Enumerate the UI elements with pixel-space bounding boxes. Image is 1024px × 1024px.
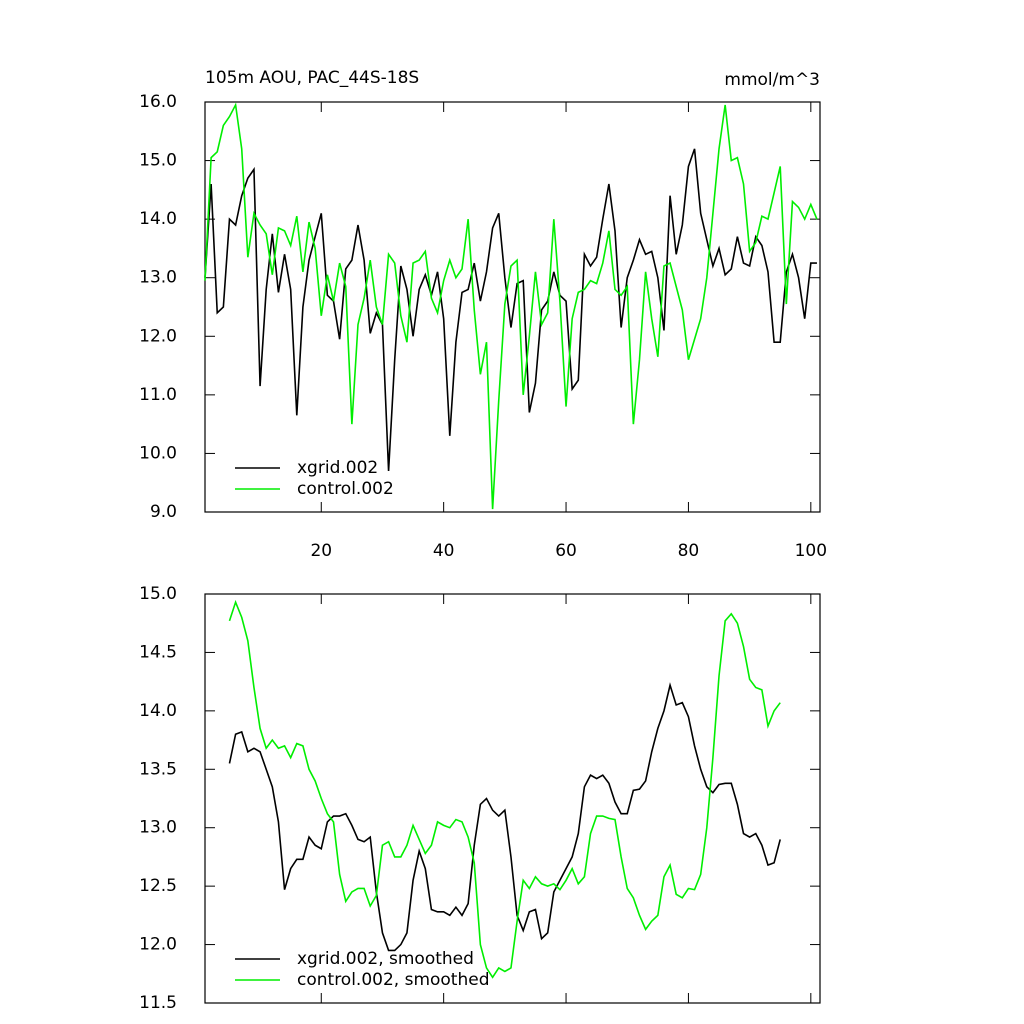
y-tick-label: 14.0 (139, 701, 177, 721)
y-tick-label: 11.5 (139, 993, 177, 1013)
y-tick-label: 9.0 (150, 502, 177, 522)
x-tick-label: 40 (433, 541, 455, 561)
legend-label: xgrid.002, smoothed (297, 949, 474, 969)
y-tick-label: 11.0 (139, 385, 177, 405)
x-tick-label: 20 (310, 541, 332, 561)
plot-frame (204, 101, 821, 513)
x-tick-label: 80 (678, 541, 700, 561)
y-tick-label: 14.5 (139, 642, 177, 662)
series-line (228, 682, 781, 952)
y-tick-label: 13.0 (139, 818, 177, 838)
y-tick-label: 16.0 (139, 92, 177, 112)
series-line (228, 599, 781, 979)
series-line (204, 148, 817, 472)
chart-title: 105m AOU, PAC_44S-18S (205, 68, 419, 88)
plot-frame (204, 593, 821, 1004)
y-tick-label: 14.0 (139, 209, 177, 229)
y-tick-label: 12.5 (139, 876, 177, 896)
y-tick-label: 10.0 (139, 443, 177, 463)
legend-label: xgrid.002 (297, 458, 378, 478)
y-tick-label: 12.0 (139, 935, 177, 955)
x-tick-label: 60 (555, 541, 577, 561)
legend-label: control.002 (297, 479, 394, 499)
units-label: mmol/m^3 (724, 70, 820, 90)
y-tick-label: 12.0 (139, 326, 177, 346)
y-tick-label: 13.0 (139, 268, 177, 288)
y-tick-label: 15.0 (139, 584, 177, 604)
x-tick-label: 100 (795, 541, 827, 561)
y-tick-label: 13.5 (139, 759, 177, 779)
legend-label: control.002, smoothed (297, 970, 490, 990)
series-line (204, 102, 818, 510)
y-tick-label: 15.0 (139, 151, 177, 171)
